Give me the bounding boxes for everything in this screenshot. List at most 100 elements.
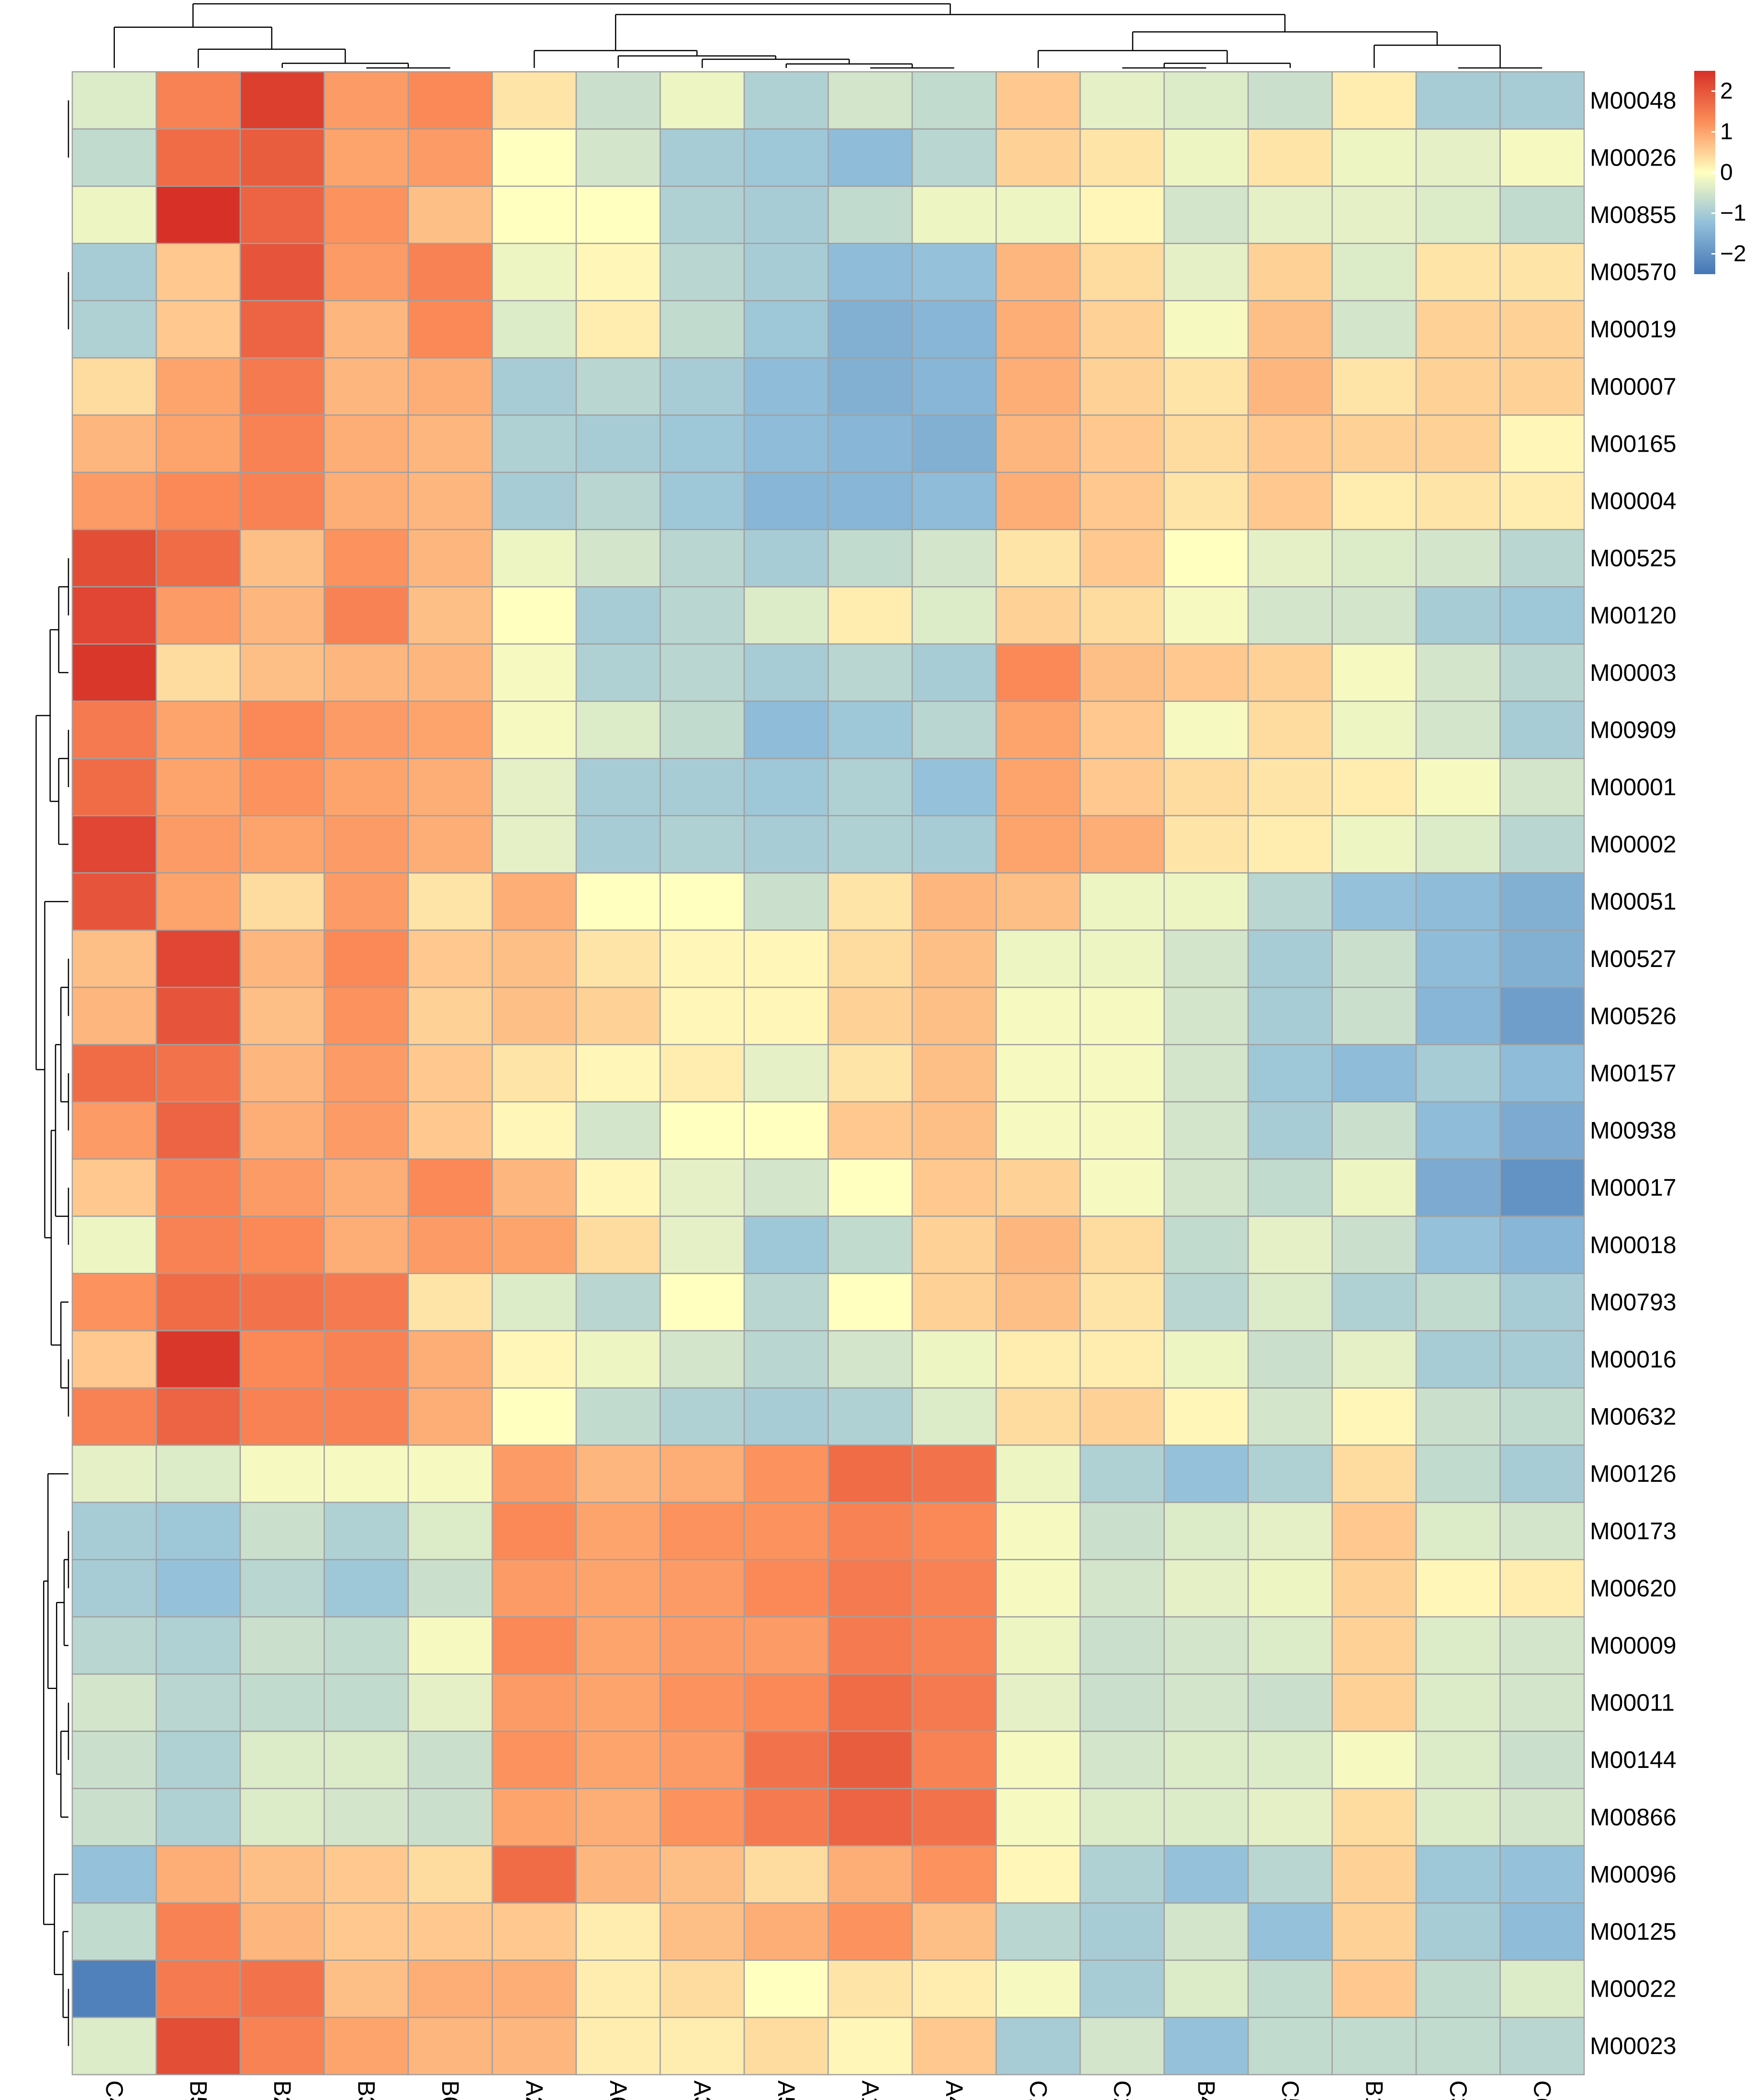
heatmap-cell: [407, 1444, 493, 1503]
heatmap-cell: [827, 414, 913, 473]
heatmap-cell: [1247, 1387, 1333, 1446]
heatmap-cell: [492, 1616, 577, 1675]
heatmap-cell: [1499, 1959, 1585, 2018]
heatmap-cell: [407, 987, 493, 1045]
heatmap-cell: [1079, 1616, 1165, 1675]
heatmap-cell: [1415, 300, 1501, 359]
heatmap-cell: [911, 1101, 997, 1160]
heatmap-cell: [575, 300, 661, 359]
heatmap-cell: [660, 185, 745, 244]
heatmap-cell: [1163, 1731, 1249, 1789]
row-label: M00866: [1590, 1804, 1677, 1831]
heatmap-cell: [1415, 1158, 1501, 1217]
heatmap-cell: [743, 1101, 829, 1160]
heatmap-cell: [156, 1959, 241, 2018]
column-label: B2: [269, 2080, 296, 2100]
row-label: M00004: [1590, 488, 1677, 514]
heatmap-cell: [407, 71, 493, 130]
heatmap-cell: [1163, 1788, 1249, 1846]
heatmap-cell: [492, 1158, 577, 1217]
heatmap-cell: [156, 872, 241, 931]
heatmap-cell: [1163, 987, 1249, 1045]
heatmap-cell: [827, 643, 913, 702]
heatmap-cell: [575, 757, 661, 817]
heatmap-cell: [407, 1559, 493, 1618]
heatmap-cell: [239, 929, 325, 988]
row-label: M00022: [1590, 1976, 1677, 2002]
heatmap-cell: [1163, 185, 1249, 244]
heatmap-cell: [1499, 1559, 1585, 1618]
heatmap-cell: [71, 1387, 157, 1446]
heatmap-cell: [1079, 987, 1165, 1045]
heatmap-cell: [827, 1215, 913, 1274]
heatmap-cell: [324, 1444, 409, 1503]
heatmap-cell: [911, 1273, 997, 1332]
heatmap-cell: [156, 1215, 241, 1274]
heatmap-cell: [995, 300, 1081, 359]
heatmap-cell: [827, 1959, 913, 2018]
heatmap-cell: [324, 1959, 409, 2018]
heatmap-cell: [1163, 357, 1249, 416]
heatmap-cell: [1331, 1731, 1417, 1789]
heatmap-cell: [660, 872, 745, 931]
heatmap-cell: [1331, 815, 1417, 874]
column-label: C2: [1109, 2080, 1136, 2100]
heatmap-cell: [156, 529, 241, 588]
heatmap-cell: [1499, 700, 1585, 759]
column-label: A4: [941, 2080, 968, 2100]
heatmap-cell: [575, 929, 661, 988]
heatmap-cell: [324, 2017, 409, 2076]
heatmap-cell: [743, 1673, 829, 1732]
heatmap-cell: [743, 1902, 829, 1961]
row-label: M00011: [1590, 1689, 1675, 1716]
row-label: M00793: [1590, 1289, 1677, 1315]
heatmap-cell: [743, 1273, 829, 1332]
heatmap-cell: [71, 1215, 157, 1274]
row-label: M00620: [1590, 1575, 1677, 1601]
heatmap-cell: [71, 1959, 157, 2018]
heatmap-cell: [1163, 1101, 1249, 1160]
heatmap-cell: [324, 1044, 409, 1103]
heatmap-cell: [743, 71, 829, 130]
heatmap-cell: [324, 128, 409, 187]
heatmap-cell: [1499, 1673, 1585, 1732]
heatmap-cell: [1415, 1501, 1501, 1560]
heatmap-cell: [239, 815, 325, 874]
heatmap-cell: [995, 243, 1081, 301]
heatmap-cell: [1331, 1215, 1417, 1274]
heatmap-cell: [1247, 1444, 1333, 1503]
row-label: M00007: [1590, 373, 1677, 400]
heatmap-cell: [743, 1501, 829, 1560]
heatmap-cell: [1247, 529, 1333, 588]
row-label: M00009: [1590, 1632, 1677, 1659]
heatmap-cell: [575, 1845, 661, 1904]
heatmap-cell: [1499, 1902, 1585, 1961]
heatmap-cell: [827, 1845, 913, 1904]
heatmap-cell: [1499, 185, 1585, 244]
heatmap-cell: [911, 1788, 997, 1846]
heatmap-cell: [156, 815, 241, 874]
heatmap-cell: [1499, 2017, 1585, 2076]
heatmap-cell: [239, 1273, 325, 1332]
heatmap-cell: [71, 700, 157, 759]
heatmap-cell: [1163, 1845, 1249, 1904]
heatmap-cell: [239, 1101, 325, 1160]
heatmap-cell: [1499, 1731, 1585, 1789]
heatmap-cell: [1247, 815, 1333, 874]
heatmap-cell: [156, 643, 241, 702]
heatmap-cell: [492, 1559, 577, 1618]
column-label: A3: [689, 2080, 715, 2100]
heatmap-cell: [71, 300, 157, 359]
heatmap-cell: [407, 1673, 493, 1732]
heatmap-cell: [1163, 2017, 1249, 2076]
column-label: A5: [773, 2080, 800, 2100]
heatmap-cell: [575, 1273, 661, 1332]
heatmap-cell: [1415, 1788, 1501, 1846]
heatmap-cell: [324, 1616, 409, 1675]
heatmap-cell: [827, 1501, 913, 1560]
heatmap-cell: [575, 1616, 661, 1675]
heatmap-cell: [324, 1673, 409, 1732]
heatmap-cell: [492, 243, 577, 301]
heatmap-cell: [1163, 586, 1249, 645]
heatmap-cell: [71, 1731, 157, 1789]
